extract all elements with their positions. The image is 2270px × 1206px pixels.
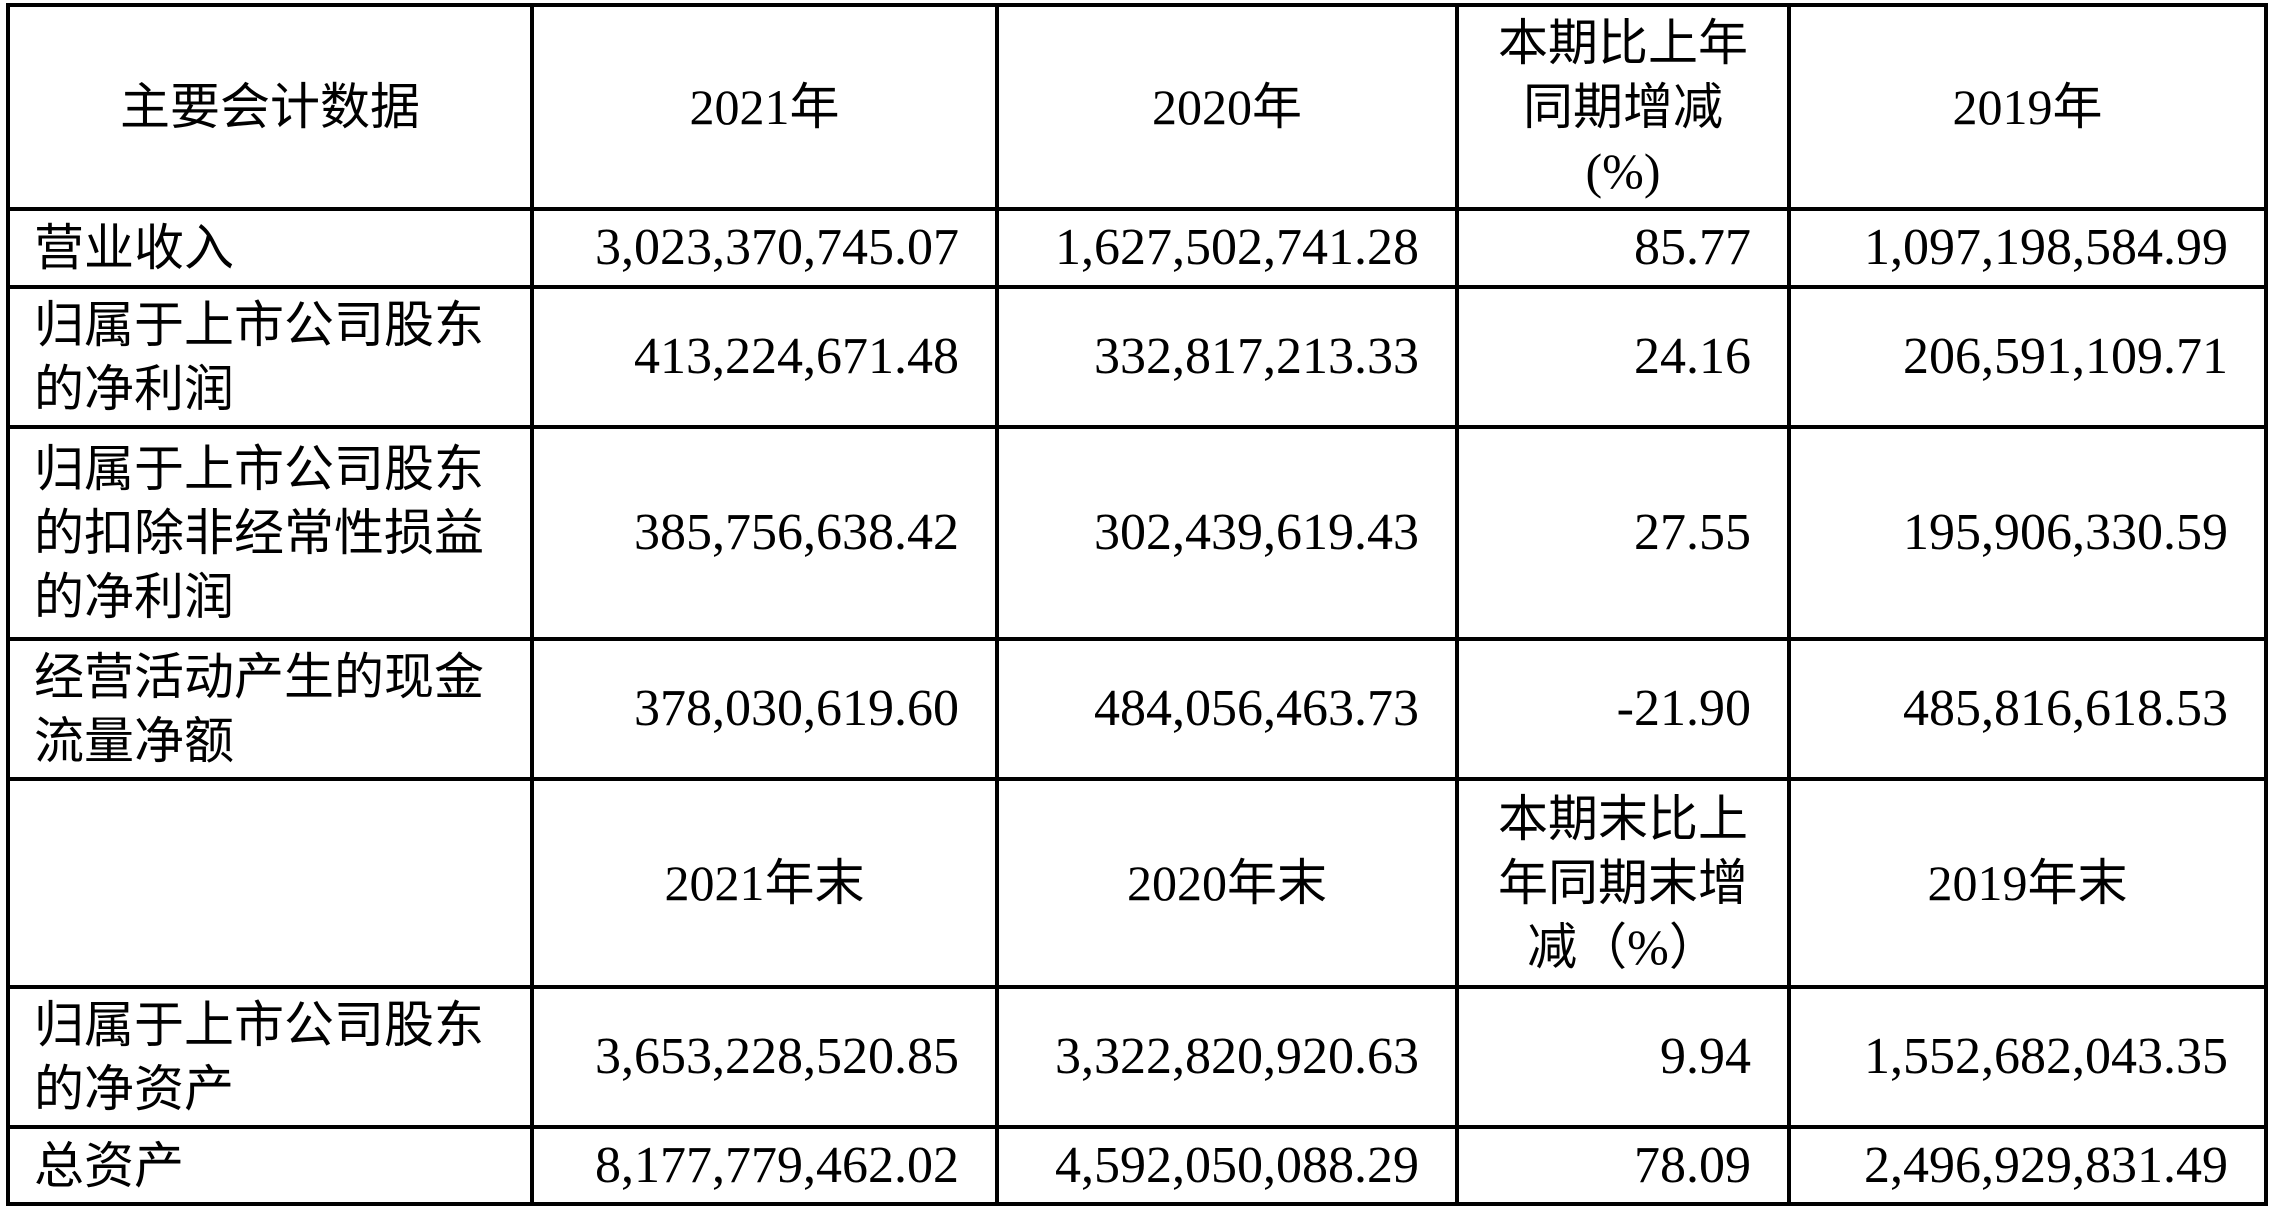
net-assets-label: 归属于上市公司股东 的净资产 bbox=[6, 985, 534, 1129]
header-yoy-change-pct: 本期比上年 同期增减 (%) bbox=[1455, 3, 1791, 211]
operating-revenue-label: 营业收入 bbox=[6, 207, 534, 289]
net-assets-2019-end: 1,552,682,043.35 bbox=[1787, 985, 2268, 1129]
header-year-2021: 2021年 bbox=[530, 3, 999, 211]
net-profit-excl-nonrecurring-2019: 195,906,330.59 bbox=[1787, 425, 2268, 641]
operating-revenue-yoy-pct: 85.77 bbox=[1455, 207, 1791, 289]
net-profit-excl-nonrecurring-label: 归属于上市公司股东 的扣除非经常性损益 的净利润 bbox=[6, 425, 534, 641]
operating-cash-flow-2020: 484,056,463.73 bbox=[995, 637, 1459, 781]
header-year-2020: 2020年 bbox=[995, 3, 1459, 211]
net-profit-2021: 413,224,671.48 bbox=[530, 285, 999, 429]
row-net-profit-attributable: 归属于上市公司股东 的净利润 413,224,671.48 332,817,21… bbox=[6, 285, 2268, 429]
net-profit-yoy-pct: 24.16 bbox=[1455, 285, 1791, 429]
operating-cash-flow-label: 经营活动产生的现金 流量净额 bbox=[6, 637, 534, 781]
operating-revenue-2020: 1,627,502,741.28 bbox=[995, 207, 1459, 289]
net-profit-excl-nonrecurring-2020: 302,439,619.43 bbox=[995, 425, 1459, 641]
total-assets-2020-end: 4,592,050,088.29 bbox=[995, 1125, 1459, 1206]
header-year-2019: 2019年 bbox=[1787, 3, 2268, 211]
row-total-assets: 总资产 8,177,779,462.02 4,592,050,088.29 78… bbox=[6, 1125, 2268, 1206]
operating-revenue-2019: 1,097,198,584.99 bbox=[1787, 207, 2268, 289]
row-net-assets-attributable: 归属于上市公司股东 的净资产 3,653,228,520.85 3,322,82… bbox=[6, 985, 2268, 1129]
header-end-2019: 2019年末 bbox=[1787, 777, 2268, 989]
header-end-yoy-change-pct: 本期末比上 年同期末增 减（%） bbox=[1455, 777, 1791, 989]
operating-cash-flow-2021: 378,030,619.60 bbox=[530, 637, 999, 781]
net-assets-2020-end: 3,322,820,920.63 bbox=[995, 985, 1459, 1129]
net-profit-2020: 332,817,213.33 bbox=[995, 285, 1459, 429]
row-operating-revenue: 营业收入 3,023,370,745.07 1,627,502,741.28 8… bbox=[6, 207, 2268, 289]
header-empty-cell bbox=[6, 777, 534, 989]
total-assets-2021-end: 8,177,779,462.02 bbox=[530, 1125, 999, 1206]
header-row-annual: 主要会计数据 2021年 2020年 本期比上年 同期增减 (%) 2019年 bbox=[6, 3, 2268, 211]
total-assets-yoy-pct: 78.09 bbox=[1455, 1125, 1791, 1206]
key-accounting-data-table: 主要会计数据 2021年 2020年 本期比上年 同期增减 (%) 2019年 … bbox=[6, 3, 2268, 1206]
header-end-2021: 2021年末 bbox=[530, 777, 999, 989]
operating-cash-flow-yoy-pct: -21.90 bbox=[1455, 637, 1791, 781]
net-profit-label: 归属于上市公司股东 的净利润 bbox=[6, 285, 534, 429]
operating-cash-flow-2019: 485,816,618.53 bbox=[1787, 637, 2268, 781]
net-assets-yoy-pct: 9.94 bbox=[1455, 985, 1791, 1129]
net-profit-2019: 206,591,109.71 bbox=[1787, 285, 2268, 429]
net-profit-excl-nonrecurring-2021: 385,756,638.42 bbox=[530, 425, 999, 641]
row-operating-cash-flow: 经营活动产生的现金 流量净额 378,030,619.60 484,056,46… bbox=[6, 637, 2268, 781]
operating-revenue-2021: 3,023,370,745.07 bbox=[530, 207, 999, 289]
net-assets-2021-end: 3,653,228,520.85 bbox=[530, 985, 999, 1129]
row-net-profit-excl-nonrecurring: 归属于上市公司股东 的扣除非经常性损益 的净利润 385,756,638.42 … bbox=[6, 425, 2268, 641]
header-row-end-of-year: 2021年末 2020年末 本期末比上 年同期末增 减（%） 2019年末 bbox=[6, 777, 2268, 989]
header-end-2020: 2020年末 bbox=[995, 777, 1459, 989]
total-assets-2019-end: 2,496,929,831.49 bbox=[1787, 1125, 2268, 1206]
header-main-accounting-data: 主要会计数据 bbox=[6, 3, 534, 211]
total-assets-label: 总资产 bbox=[6, 1125, 534, 1206]
net-profit-excl-nonrecurring-yoy-pct: 27.55 bbox=[1455, 425, 1791, 641]
